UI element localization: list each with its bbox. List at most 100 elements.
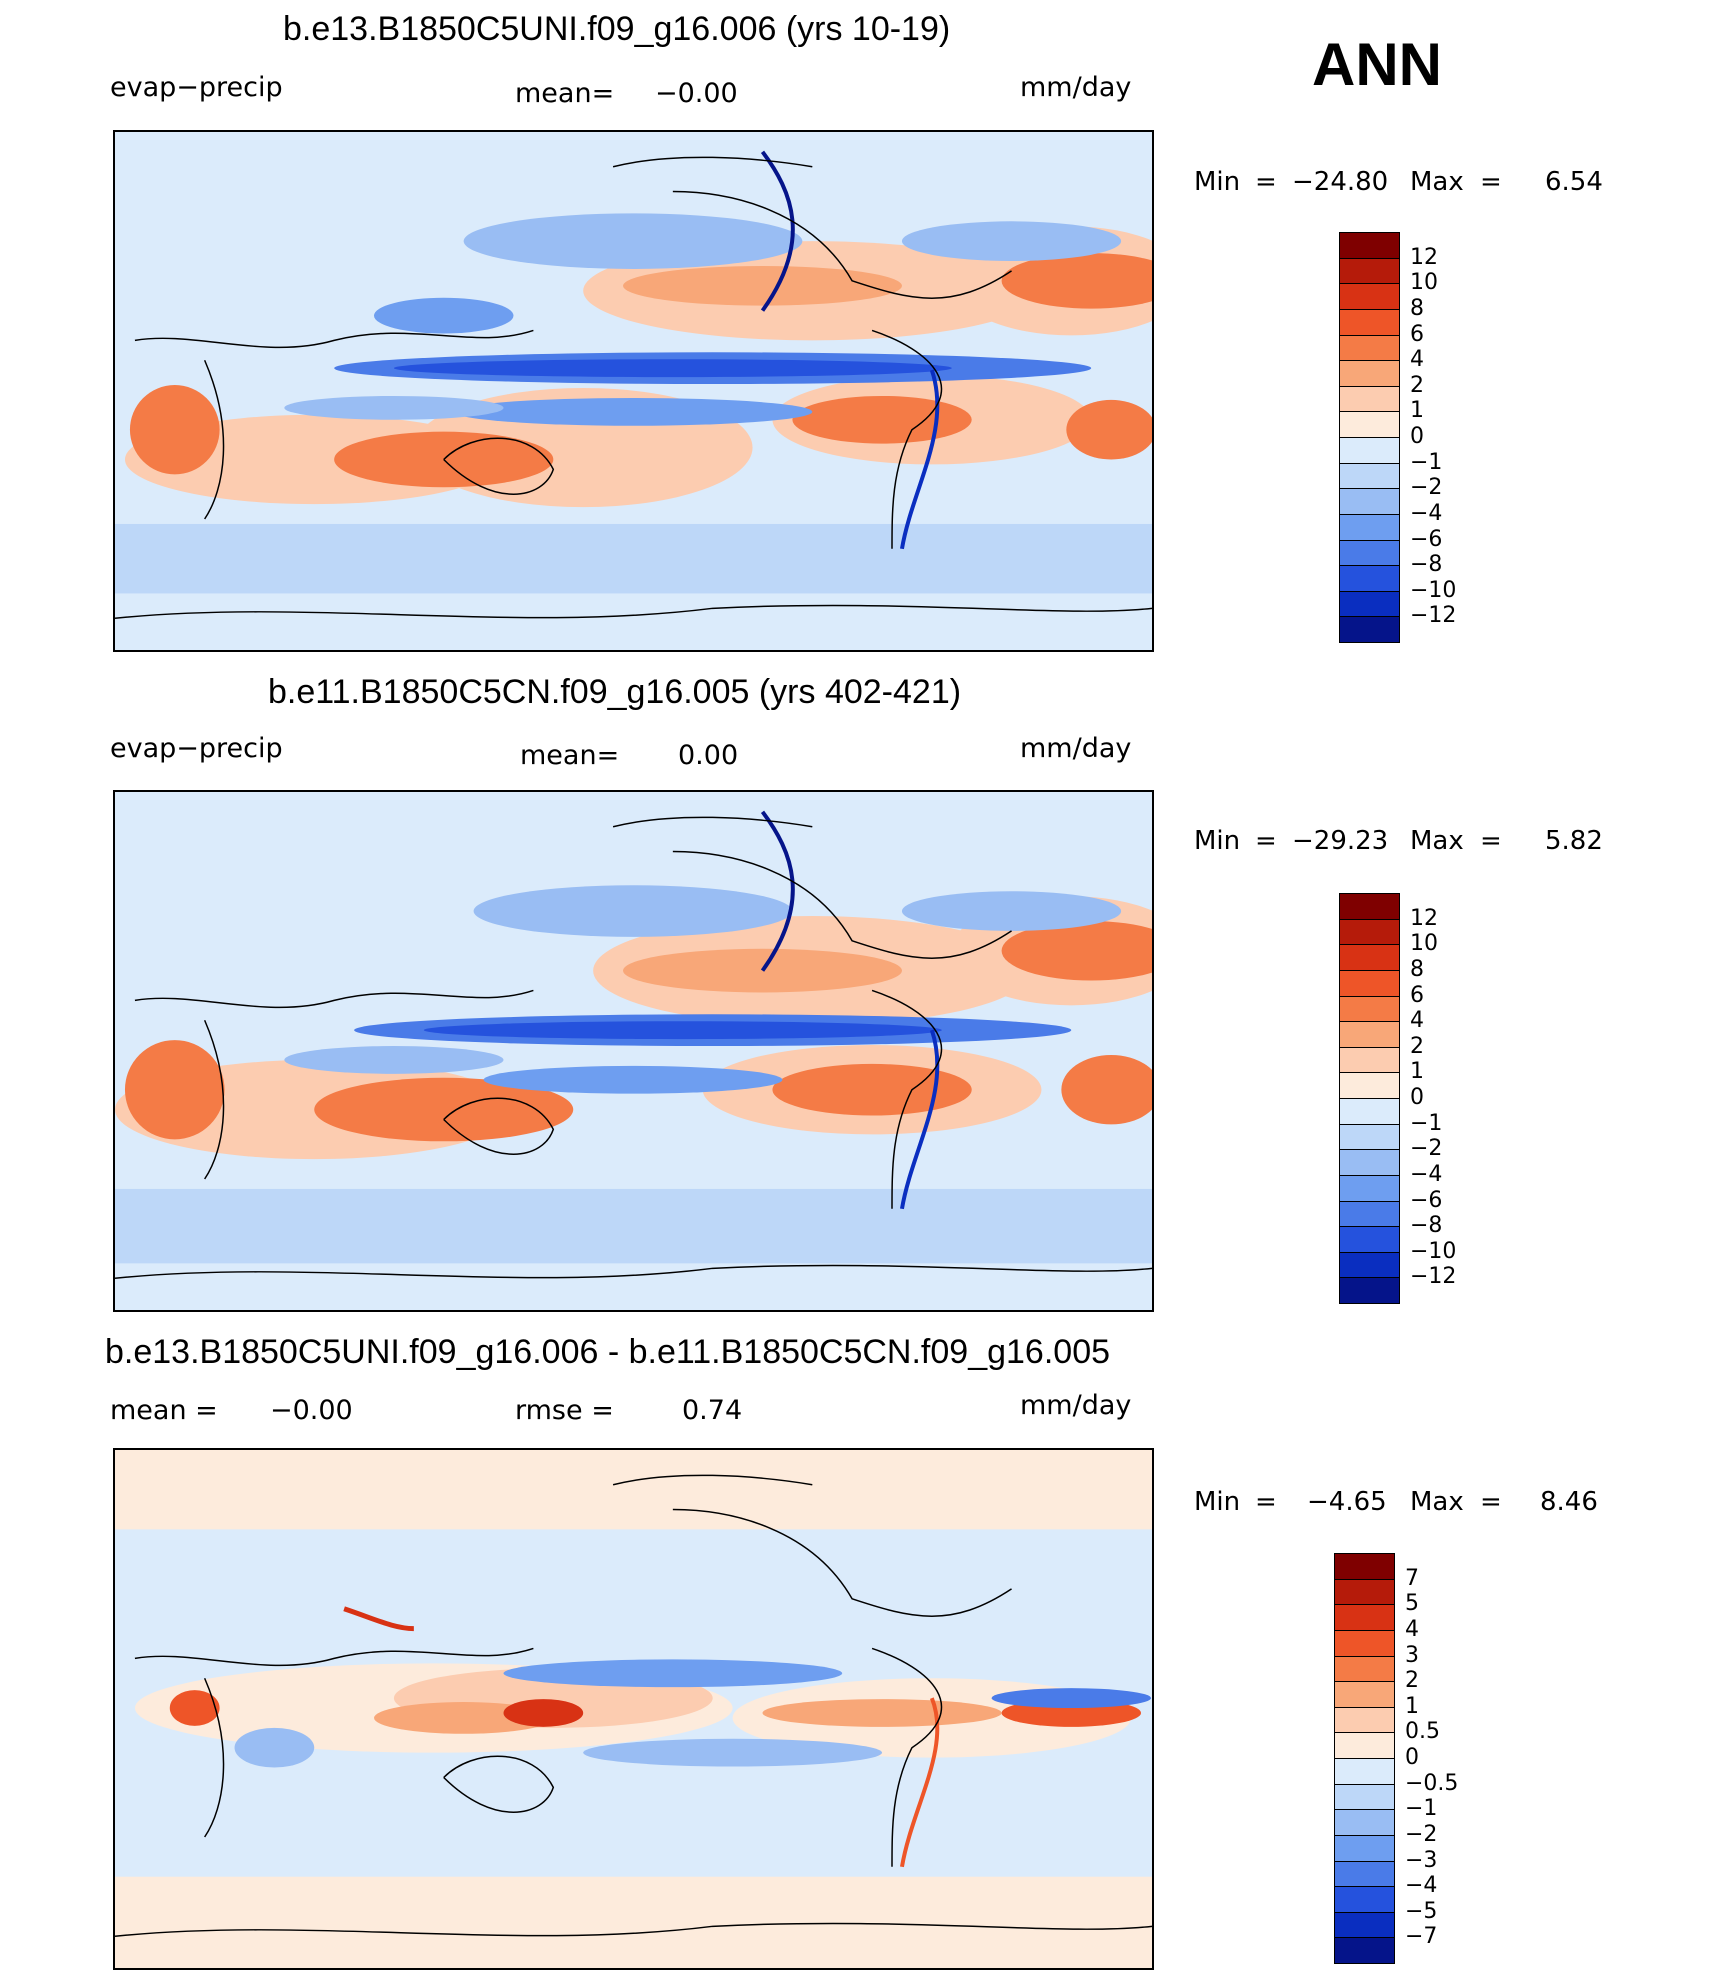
colorbar-tick-label: 4	[1410, 1008, 1424, 1034]
colorbar-segment	[1339, 565, 1400, 592]
colorbar-segment	[1334, 1937, 1395, 1964]
panel2-units: mm/day	[1020, 733, 1132, 764]
panel3-min-eq: =	[1255, 1487, 1277, 1517]
colorbar-segment	[1339, 257, 1400, 285]
panel3-min-label: Min	[1194, 1487, 1241, 1517]
colorbar-tick-label: −8	[1410, 552, 1443, 578]
colorbar-tick-label: 8	[1410, 295, 1424, 321]
colorbar-tick-label: −5	[1405, 1898, 1438, 1924]
colorbar-segment	[1339, 1046, 1400, 1074]
panel1-max-label: Max	[1410, 167, 1464, 197]
panel2-mean-label: mean=	[520, 740, 620, 771]
colorbar-segment	[1334, 1783, 1395, 1811]
panel1-mean-label: mean=	[515, 78, 615, 109]
colorbar-tick-label: −2	[1410, 1136, 1443, 1162]
colorbar-tick-label: 2	[1410, 1033, 1424, 1059]
panel2-field	[115, 792, 1152, 1310]
colorbar-segment	[1339, 411, 1400, 438]
colorbar-segment	[1334, 1911, 1395, 1939]
panel2-min-label: Min	[1194, 826, 1241, 856]
colorbar-tick-label: −2	[1410, 475, 1443, 501]
panel3-units: mm/day	[1020, 1390, 1132, 1421]
colorbar-tick-label: 0	[1405, 1745, 1419, 1770]
panel2-min-value: −29.23	[1292, 826, 1389, 856]
colorbar-segment	[1339, 1149, 1400, 1176]
colorbar-segment	[1339, 385, 1400, 413]
colorbar-tick-label: 2	[1410, 372, 1424, 398]
colorbar-segment	[1334, 1860, 1395, 1888]
colorbar-segment	[1339, 283, 1400, 310]
panel1-field	[115, 132, 1152, 650]
colorbar-segment	[1334, 1706, 1395, 1734]
panel3-colorbar: 7 5 4 3 2 1 0.5 0 −0.5 −1 −2 −3 −4 −5 −7	[1334, 1553, 1458, 1964]
colorbar-tick-label: −8	[1410, 1213, 1443, 1239]
colorbar-tick-label: −1	[1410, 449, 1443, 475]
colorbar-tick-label: 12	[1410, 905, 1438, 931]
colorbar-tick-label: 4	[1410, 347, 1424, 373]
panel1-units: mm/day	[1020, 72, 1132, 103]
season-label: ANN	[1312, 31, 1442, 98]
colorbar-segment	[1339, 488, 1400, 515]
panel1-title: b.e13.B1850C5UNI.f09_g16.006 (yrs 10-19)	[283, 10, 951, 48]
colorbar-tick-label: −10	[1410, 1238, 1457, 1264]
colorbar-tick-label: −6	[1410, 1187, 1443, 1213]
colorbar-tick-label: 12	[1410, 244, 1438, 270]
panel3-title: b.e13.B1850C5UNI.f09_g16.006 - b.e11.B18…	[105, 1333, 1111, 1371]
colorbar-tick-label: −3	[1405, 1847, 1438, 1873]
colorbar-segment	[1339, 1174, 1400, 1202]
panel3-mean-value: −0.00	[270, 1395, 353, 1426]
panel2-max-label: Max	[1410, 826, 1464, 856]
colorbar-segment	[1334, 1655, 1395, 1683]
colorbar-segment	[1339, 437, 1400, 464]
colorbar-segment	[1334, 1681, 1395, 1708]
colorbar-tick-label: 6	[1410, 982, 1424, 1008]
colorbar-segment	[1339, 1072, 1400, 1099]
panel1-max-eq: =	[1480, 167, 1502, 197]
colorbar-segment	[1339, 616, 1400, 643]
colorbar-tick-label: −6	[1410, 526, 1443, 552]
colorbar-segment	[1339, 969, 1400, 997]
panel1-max-value: 6.54	[1545, 167, 1603, 197]
panel3-field	[115, 1450, 1152, 1968]
colorbar-segment	[1334, 1629, 1395, 1657]
colorbar-segment	[1339, 513, 1400, 541]
colorbar-segment	[1339, 308, 1400, 336]
colorbar-segment	[1334, 1604, 1395, 1631]
colorbar-tick-label: −7	[1405, 1924, 1438, 1950]
colorbar-tick-label: 0	[1410, 1085, 1424, 1110]
colorbar-tick-label: 2	[1405, 1668, 1419, 1694]
panel3-map	[113, 1448, 1154, 1970]
panel3-mean-label: mean =	[110, 1395, 218, 1426]
panel1-variable: evap−precip	[110, 72, 283, 103]
colorbar-segment	[1334, 1553, 1395, 1580]
colorbar-tick-label: −1	[1410, 1110, 1443, 1136]
panel2-mean-value: 0.00	[678, 740, 739, 771]
colorbar-tick-label: 1	[1405, 1693, 1419, 1719]
colorbar-segment	[1339, 1200, 1400, 1228]
colorbar-segment	[1334, 1886, 1395, 1913]
panel2-max-eq: =	[1480, 826, 1502, 856]
panel2-colorbar: 12 10 8 6 4 2 1 0 −1 −2 −4 −6 −8 −10 −12	[1339, 893, 1456, 1304]
colorbar-segment	[1339, 590, 1400, 618]
panel3-rmse-value: 0.74	[682, 1395, 743, 1426]
colorbar-segment	[1339, 360, 1400, 387]
colorbar-segment	[1339, 462, 1400, 490]
colorbar-tick-label: 8	[1410, 956, 1424, 982]
colorbar-tick-label: 1	[1410, 1059, 1424, 1085]
colorbar-tick-label: 10	[1410, 931, 1438, 957]
colorbar-segment	[1339, 918, 1400, 946]
colorbar-segment	[1339, 1098, 1400, 1125]
colorbar-tick-label: 1	[1410, 398, 1424, 424]
colorbar-segment	[1339, 1123, 1400, 1151]
panel1-min-eq: =	[1255, 167, 1277, 197]
colorbar-segment	[1339, 539, 1400, 567]
colorbar-segment	[1334, 1578, 1395, 1606]
colorbar-tick-label: 5	[1405, 1591, 1419, 1617]
panel1-mean-value: −0.00	[655, 78, 738, 109]
panel3-max-eq: =	[1480, 1487, 1502, 1517]
panel2-map	[113, 790, 1154, 1312]
panel1-map	[113, 130, 1154, 652]
colorbar-tick-label: −12	[1410, 1264, 1457, 1290]
colorbar-segment	[1334, 1809, 1395, 1836]
colorbar-segment	[1334, 1834, 1395, 1862]
